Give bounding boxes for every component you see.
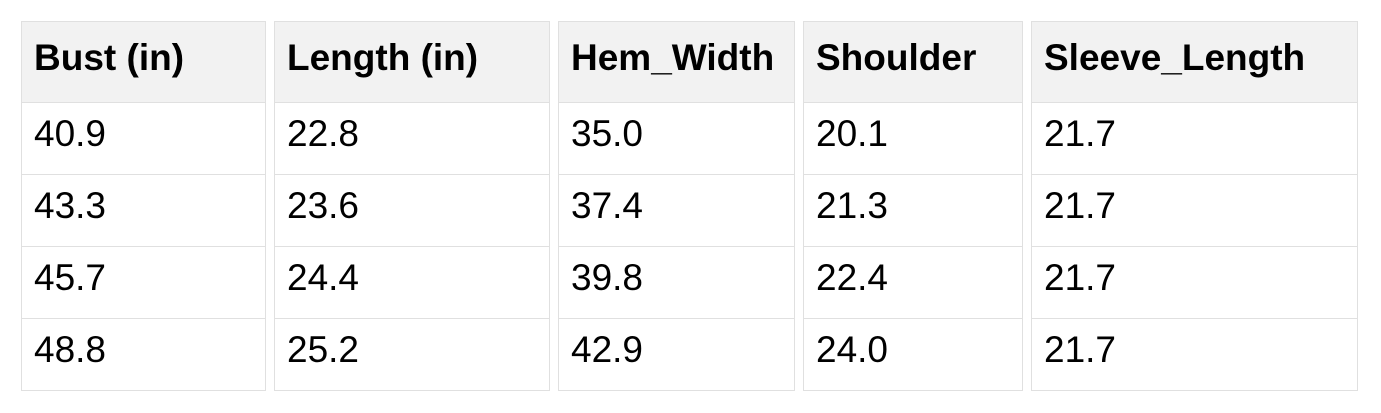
table-row: 40.9 22.8 35.0 20.1 21.7 <box>21 103 1358 175</box>
table-cell: 21.7 <box>1031 103 1358 175</box>
table-row: 45.7 24.4 39.8 22.4 21.7 <box>21 247 1358 319</box>
column-header: Length (in) <box>274 21 550 103</box>
table-cell: 22.4 <box>803 247 1023 319</box>
table-cell: 25.2 <box>274 319 550 391</box>
table-cell: 40.9 <box>21 103 266 175</box>
column-header: Sleeve_Length <box>1031 21 1358 103</box>
table-cell: 21.3 <box>803 175 1023 247</box>
column-header: Hem_Width <box>558 21 795 103</box>
table-cell: 45.7 <box>21 247 266 319</box>
table-cell: 43.3 <box>21 175 266 247</box>
table-cell: 21.7 <box>1031 319 1358 391</box>
table-cell: 22.8 <box>274 103 550 175</box>
table-header: Bust (in) Length (in) Hem_Width Shoulder Sle… <box>21 21 1358 103</box>
column-header: Shoulder <box>803 21 1023 103</box>
table-cell: 35.0 <box>558 103 795 175</box>
column-header: Bust (in) <box>21 21 266 103</box>
table-cell: 24.0 <box>803 319 1023 391</box>
table-body: 40.9 22.8 35.0 20.1 21.7 43.3 23.6 37.4 21.3 21.7… <box>21 103 1358 391</box>
table-cell: 48.8 <box>21 319 266 391</box>
table-row: 43.3 23.6 37.4 21.3 21.7 <box>21 175 1358 247</box>
measurements-table: Bust (in) Length (in) Hem_Width Shoulder Sle… <box>13 21 1366 391</box>
table-cell: 39.8 <box>558 247 795 319</box>
table-cell: 24.4 <box>274 247 550 319</box>
header-row: Bust (in) Length (in) Hem_Width Shoulder Sle… <box>21 21 1358 103</box>
table-cell: 21.7 <box>1031 247 1358 319</box>
table-cell: 23.6 <box>274 175 550 247</box>
table-cell: 20.1 <box>803 103 1023 175</box>
table-cell: 42.9 <box>558 319 795 391</box>
table-row: 48.8 25.2 42.9 24.0 21.7 <box>21 319 1358 391</box>
table-cell: 37.4 <box>558 175 795 247</box>
table-cell: 21.7 <box>1031 175 1358 247</box>
